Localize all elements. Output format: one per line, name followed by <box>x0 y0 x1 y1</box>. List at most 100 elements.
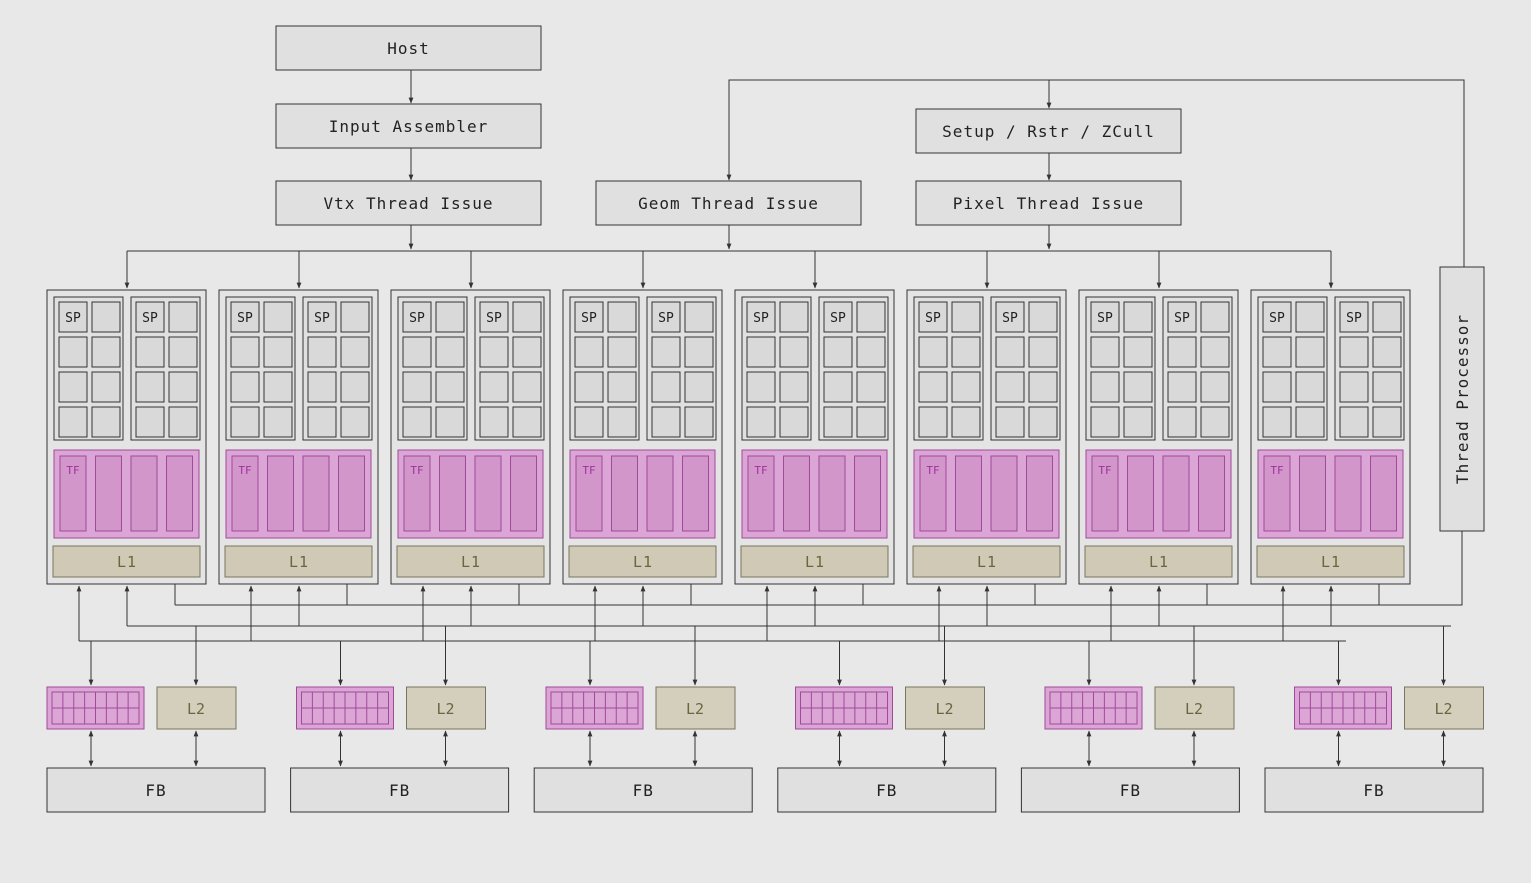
sp-label: SP <box>237 311 253 326</box>
sp-label: SP <box>1346 311 1362 326</box>
sp-cell <box>1295 406 1325 438</box>
sp-cell <box>1123 301 1153 333</box>
sp-cell <box>479 301 509 333</box>
sp-cell <box>1295 336 1325 368</box>
tf-cell <box>231 455 259 532</box>
l1-label: L1 <box>117 553 137 571</box>
tf-cell <box>575 455 603 532</box>
tf-cell <box>1026 455 1053 532</box>
sp-label: SP <box>753 311 769 326</box>
tf-label: TF <box>238 464 251 477</box>
fb-label: FB <box>389 781 410 800</box>
sp-cell <box>58 301 88 333</box>
tf-label: TF <box>410 464 423 477</box>
pixel-thread-issue-label: Pixel Thread Issue <box>953 194 1144 213</box>
sp-cell <box>512 301 542 333</box>
sp-cell <box>1200 301 1230 333</box>
vtx-thread-issue-label: Vtx Thread Issue <box>323 194 493 213</box>
sp-cell <box>91 301 121 333</box>
sp-cell <box>574 301 604 333</box>
sp-cell <box>402 336 432 368</box>
l1-cache <box>396 545 545 578</box>
tf-cell <box>1162 455 1190 532</box>
sp-cell <box>1090 406 1120 438</box>
frame-buffer <box>290 767 510 813</box>
l1-label: L1 <box>1149 553 1169 571</box>
sp-label: SP <box>142 311 158 326</box>
sp-label: SP <box>925 311 941 326</box>
tf-cell <box>95 455 122 532</box>
input-assembler-label: Input Assembler <box>329 117 489 136</box>
tf-cell <box>510 455 537 532</box>
host-label: Host <box>387 39 430 58</box>
sp-cell <box>1372 371 1402 403</box>
l2-cache <box>1154 686 1235 730</box>
tf-cell <box>267 455 294 532</box>
sp-cell <box>1372 336 1402 368</box>
sp-cell <box>1339 406 1369 438</box>
sp-cell <box>607 371 637 403</box>
tf-cell <box>403 455 431 532</box>
setup-rstr-zcull-block: Setup / Rstr / ZCull <box>915 108 1182 154</box>
sp-cell <box>1295 301 1325 333</box>
sp-label: SP <box>314 311 330 326</box>
sp-cell <box>823 406 853 438</box>
sp-cell <box>1167 336 1197 368</box>
sp-cell <box>779 371 809 403</box>
tf-cell <box>1263 455 1291 532</box>
l2-label: L2 <box>187 700 205 718</box>
sp-cell <box>607 301 637 333</box>
frame-buffer <box>1264 767 1484 813</box>
sp-cell <box>651 406 681 438</box>
sp-cell <box>607 406 637 438</box>
sp-cell <box>402 371 432 403</box>
vtx-thread-issue-block: Vtx Thread Issue <box>275 180 542 226</box>
l1-label: L1 <box>289 553 309 571</box>
tf-cell <box>1334 455 1362 532</box>
sp-cell <box>1167 371 1197 403</box>
memory-partition: L2 FB <box>777 626 997 813</box>
sp-cell <box>1167 406 1197 438</box>
sp-label: SP <box>581 311 597 326</box>
l1-label: L1 <box>633 553 653 571</box>
sp-cell <box>995 406 1025 438</box>
sp-label: SP <box>486 311 502 326</box>
sp-cell <box>951 336 981 368</box>
sp-cell <box>512 336 542 368</box>
sp-cell <box>651 371 681 403</box>
sp-label: SP <box>1269 311 1285 326</box>
sp-cell <box>995 371 1025 403</box>
tf-label: TF <box>1270 464 1283 477</box>
sp-cell <box>1028 371 1058 403</box>
fb-label: FB <box>145 781 166 800</box>
cluster-array: SP SP TF L1 SP SP TF L1 SP SP TF L1 SP SP TF L1 SP SP TF L1… <box>46 251 1411 585</box>
sp-label: SP <box>1097 311 1113 326</box>
geom-thread-issue-block: Geom Thread Issue <box>595 180 862 226</box>
l2-label: L2 <box>686 700 704 718</box>
sp-cell <box>856 371 886 403</box>
sp-cell <box>779 406 809 438</box>
sp-cell <box>230 406 260 438</box>
memory-wires <box>76 531 1463 642</box>
l1-cache <box>912 545 1061 578</box>
sp-cell <box>1028 406 1058 438</box>
sp-cell <box>479 336 509 368</box>
sp-cell <box>230 371 260 403</box>
tf-cell <box>59 455 87 532</box>
l1-label: L1 <box>805 553 825 571</box>
memory-partition: L2 FB <box>1264 626 1484 813</box>
l2-cache <box>905 686 985 730</box>
sp-cell <box>91 336 121 368</box>
tf-cell <box>955 455 982 532</box>
sp-cell <box>574 336 604 368</box>
sp-cell <box>651 301 681 333</box>
sp-cell <box>1028 301 1058 333</box>
l2-label: L2 <box>935 700 953 718</box>
fb-label: FB <box>876 781 897 800</box>
sp-cell <box>823 301 853 333</box>
memory-partition: L2 FB <box>290 626 510 813</box>
processing-cluster: SP SP TF L1 <box>1250 251 1411 585</box>
tf-cell <box>783 455 810 532</box>
sp-cell <box>823 371 853 403</box>
